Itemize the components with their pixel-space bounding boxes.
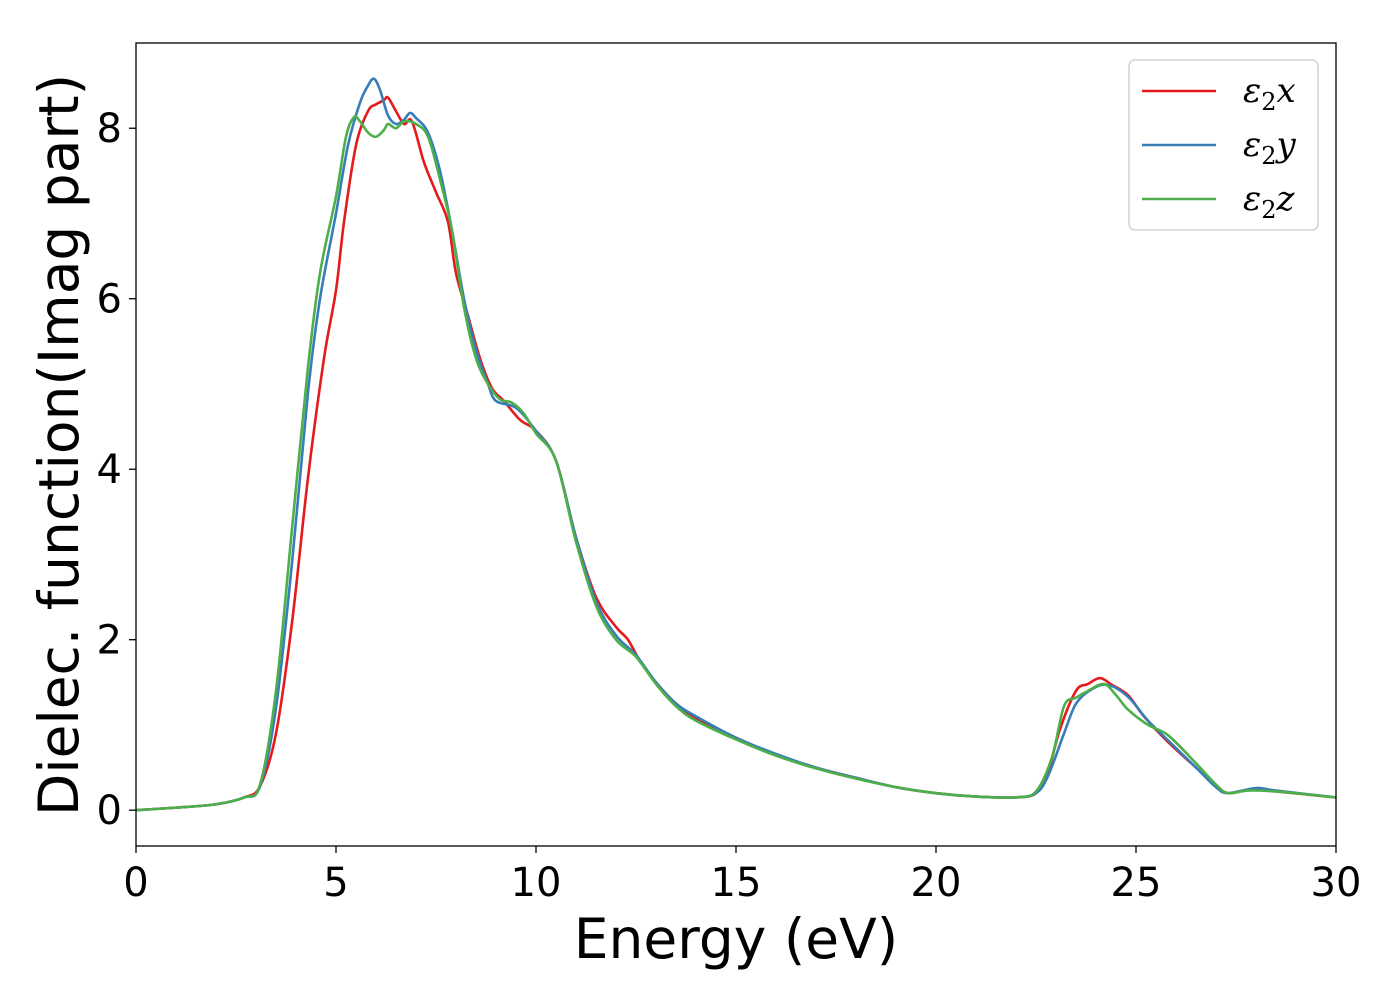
x-axis-label: Energy (eV) xyxy=(574,907,898,971)
legend-label-y: ε2y xyxy=(1243,125,1297,170)
series-layer xyxy=(135,77,1337,812)
y-tick-label: 2 xyxy=(97,618,122,664)
y-tick-label: 0 xyxy=(97,788,122,834)
series-line-z xyxy=(135,115,1337,812)
x-tick-label: 0 xyxy=(123,860,148,906)
y-axis-ticks: 0 2 4 6 8 xyxy=(97,106,136,834)
y-tick-label: 6 xyxy=(97,277,122,323)
x-tick-label: 25 xyxy=(1111,860,1162,906)
x-tick-label: 5 xyxy=(323,860,348,906)
y-tick-label: 8 xyxy=(97,106,122,152)
x-axis-ticks: 0 5 10 15 20 25 30 xyxy=(123,846,1361,906)
legend-box xyxy=(1128,59,1319,231)
x-tick-label: 10 xyxy=(511,860,562,906)
y-tick-label: 4 xyxy=(97,447,122,493)
legend-label-x: ε2x xyxy=(1243,71,1296,116)
x-tick-label: 30 xyxy=(1311,860,1362,906)
legend: ε2x ε2y ε2z xyxy=(1128,59,1319,231)
x-tick-label: 20 xyxy=(911,860,962,906)
x-tick-label: 15 xyxy=(711,860,762,906)
legend-label-z: ε2z xyxy=(1243,179,1296,224)
y-axis-label: Dielec. function(Imag part) xyxy=(27,74,91,816)
